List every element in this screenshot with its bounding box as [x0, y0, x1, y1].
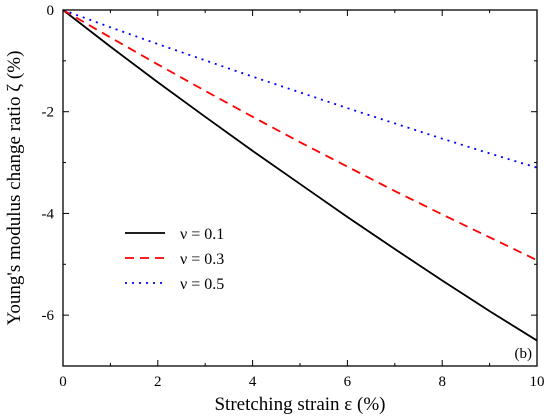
x-tick-label: 0	[59, 374, 67, 390]
x-tick-label: 4	[249, 374, 257, 390]
legend: ν = 0.1 ν = 0.3 ν = 0.5	[125, 226, 224, 293]
panel-label: (b)	[515, 346, 533, 362]
series-line	[62, 9, 538, 342]
x-tick-label: 6	[344, 374, 352, 390]
legend-label: ν = 0.3	[180, 251, 224, 268]
x-tick-label: 8	[438, 374, 446, 390]
x-axis-title: Stretching strain ε (%)	[214, 394, 385, 415]
y-axis-title: Young's modulus change ratio ζ (%)	[4, 51, 25, 326]
series-layer	[62, 9, 538, 342]
series-line	[62, 9, 538, 262]
legend-label: ν = 0.1	[180, 226, 224, 243]
series-line	[62, 9, 538, 169]
y-tick-label: -4	[42, 206, 55, 222]
y-axis: 0 -2 -4 -6	[42, 3, 537, 367]
x-tick-label: 2	[154, 374, 162, 390]
x-axis: 0 2 4 6 8 10	[59, 10, 545, 390]
y-tick-label: -6	[42, 308, 55, 324]
x-tick-label: 10	[530, 374, 545, 390]
y-tick-label: 0	[47, 3, 55, 19]
legend-label: ν = 0.5	[180, 276, 224, 293]
y-tick-label: -2	[42, 105, 55, 121]
